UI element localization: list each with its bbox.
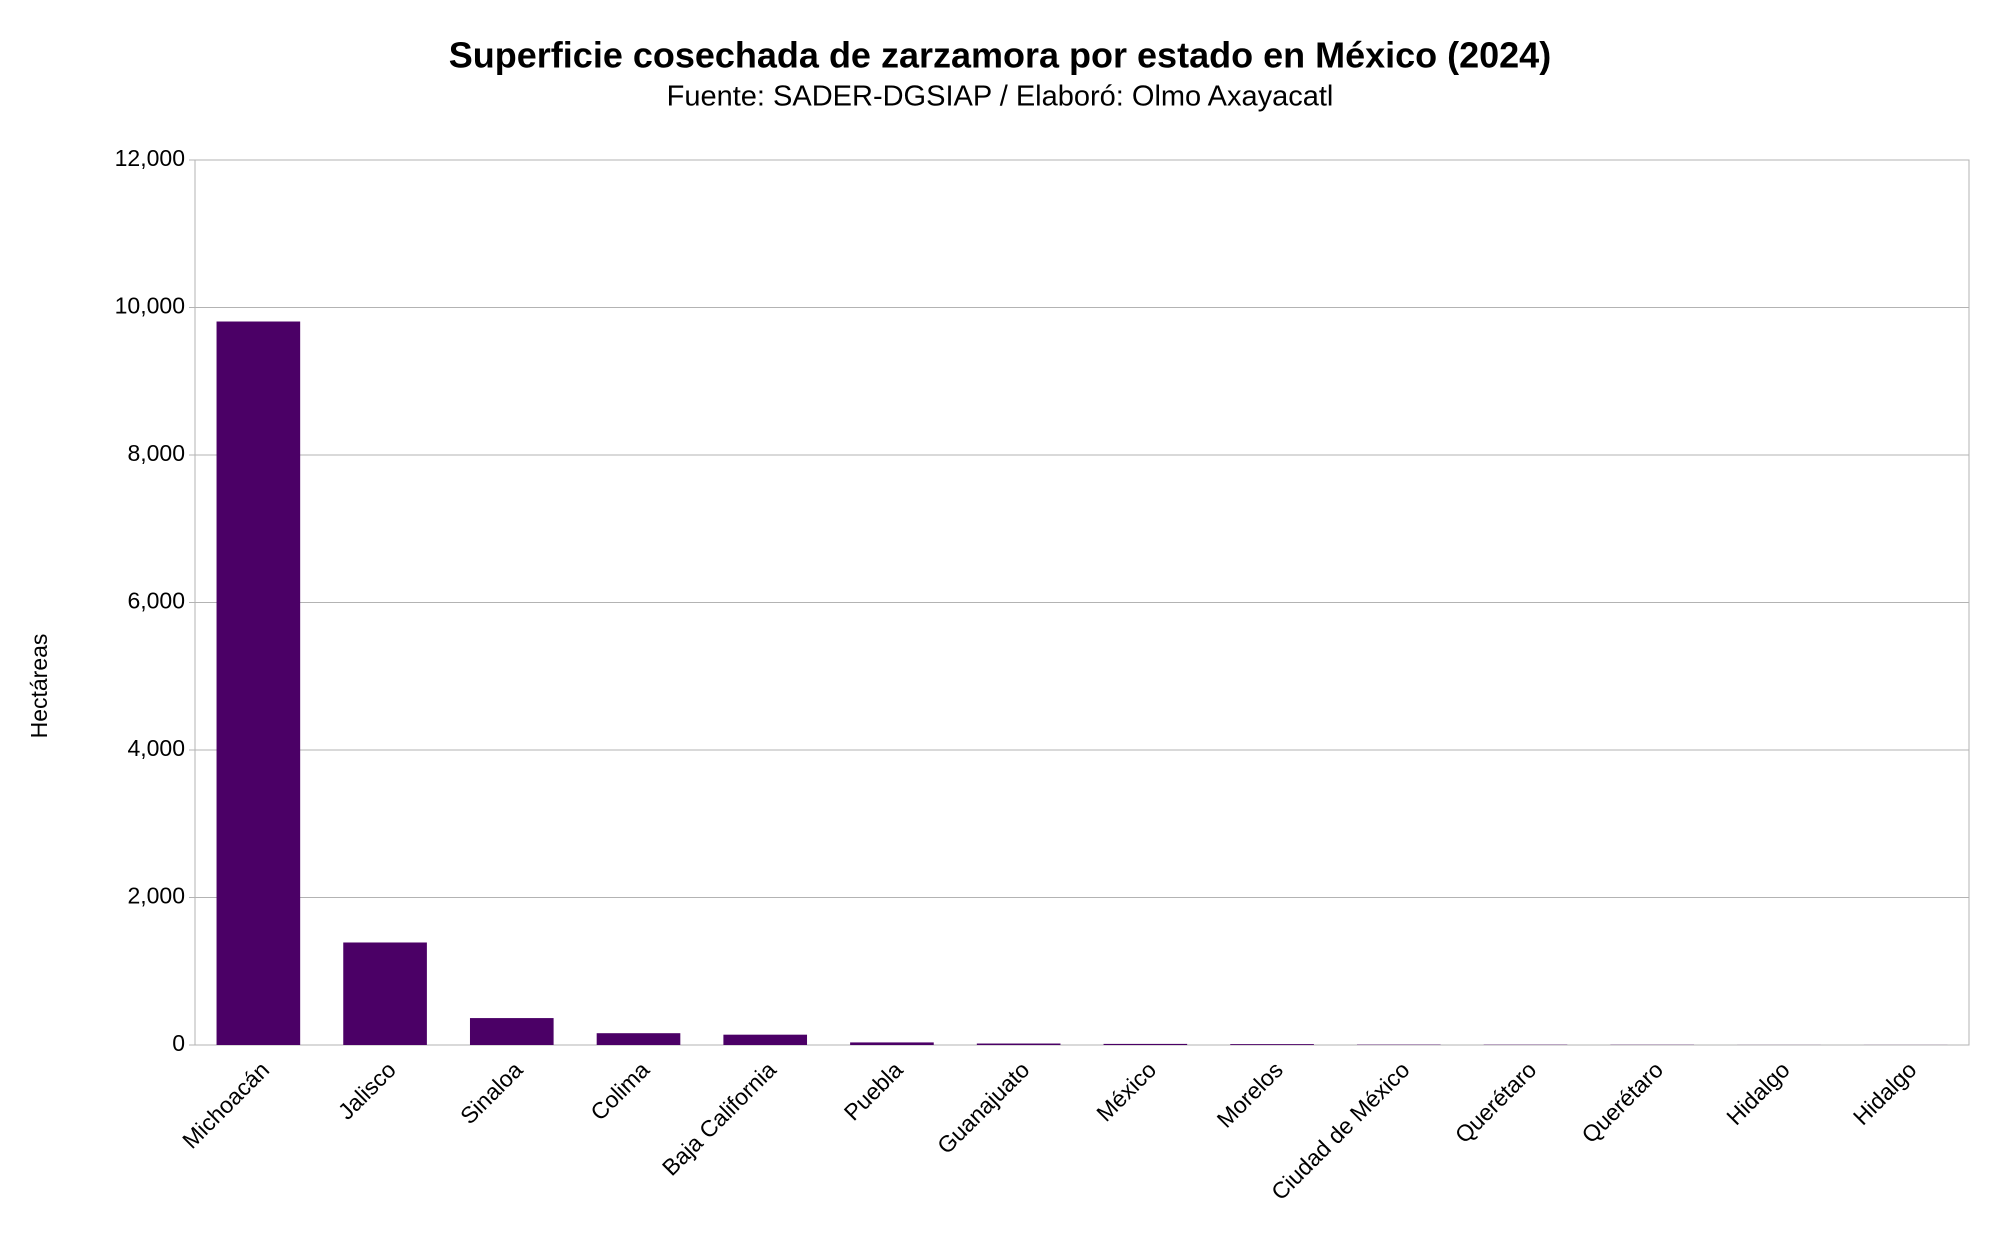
bar — [216, 321, 301, 1045]
chart-title: Superficie cosechada de zarzamora por es… — [449, 35, 1551, 76]
y-tick-label: 0 — [172, 1030, 185, 1056]
y-tick-label: 10,000 — [115, 293, 185, 319]
x-tick-label: Morelos — [1212, 1056, 1288, 1132]
x-tick-label: México — [1091, 1056, 1161, 1126]
x-tick-label: Sinaloa — [455, 1056, 528, 1129]
bar — [343, 942, 427, 1045]
bar — [1230, 1044, 1314, 1045]
bar — [469, 1018, 554, 1045]
y-tick-label: 12,000 — [115, 145, 185, 171]
x-tick-label: Puebla — [839, 1056, 908, 1125]
y-tick-label: 2,000 — [127, 883, 185, 909]
x-tick-label: Hidalgo — [1721, 1056, 1795, 1130]
x-tick-label: Hidalgo — [1848, 1056, 1922, 1130]
y-tick-label: 8,000 — [127, 440, 185, 466]
x-tick-label: Jalisco — [333, 1056, 401, 1124]
y-tick-label: 6,000 — [127, 588, 185, 614]
x-tick-label: Querétaro — [1450, 1056, 1542, 1148]
x-tick-label: Ciudad de México — [1266, 1056, 1415, 1205]
x-tick-label: Colima — [585, 1056, 654, 1125]
y-tick-label: 4,000 — [127, 735, 185, 761]
x-tick-label: Michoacán — [177, 1056, 274, 1153]
chart-subtitle: Fuente: SADER-DGSIAP / Elaboró: Olmo Axa… — [667, 81, 1334, 113]
x-tick-label: Baja California — [657, 1056, 781, 1180]
bar — [976, 1043, 1061, 1045]
x-tick-label: Querétaro — [1576, 1056, 1668, 1148]
y-axis-label: Hectáreas — [26, 634, 52, 739]
bar — [723, 1034, 808, 1045]
x-tick-label: Guanajuato — [932, 1056, 1034, 1158]
bar — [850, 1042, 934, 1045]
bar — [596, 1033, 681, 1045]
bar — [1103, 1043, 1188, 1045]
